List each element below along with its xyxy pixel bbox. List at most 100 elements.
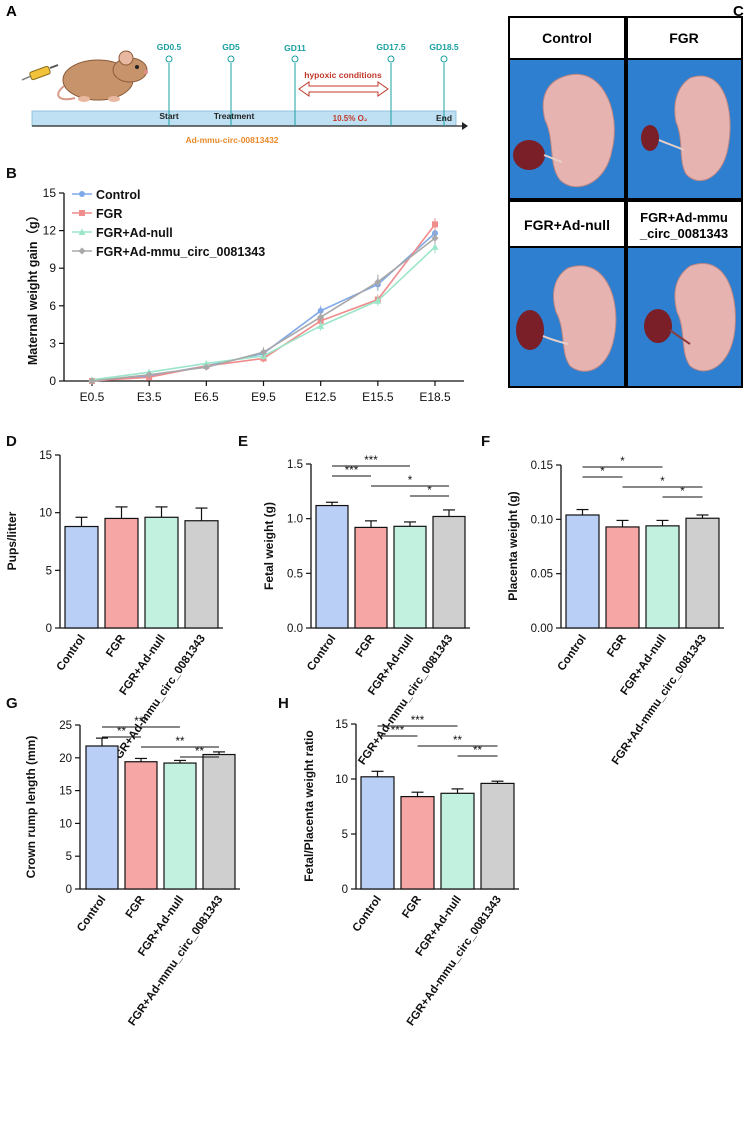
treatment-label: Treatment — [214, 111, 255, 121]
photo-label-box — [628, 18, 741, 58]
bar — [360, 776, 395, 890]
panel-f: F 0.00 0.05 0.10 0.15 Placenta weight (g) Cont… — [481, 433, 724, 767]
data-point — [374, 297, 382, 304]
category-label: FGR — [354, 632, 378, 659]
panel-letter: H — [278, 695, 289, 712]
legend-marker — [78, 247, 86, 255]
legend-label: FGR+Ad-mmu_circ_0081343 — [96, 245, 265, 259]
y-tick-label: 15 — [43, 186, 57, 200]
bar — [184, 520, 219, 629]
photo-label-line: FGR+Ad-mmu — [640, 210, 728, 225]
hypoxic-label: hypoxic conditions — [304, 70, 382, 80]
significance-label: ** — [117, 726, 126, 738]
significance-label: ** — [176, 736, 185, 748]
fetus-image — [513, 73, 615, 188]
panel-b: B 0 3 6 9 12 15 E0.5 E3.5 E6.5 E9.5 E12.5 E15.5 E18.5… — [6, 165, 464, 404]
bar — [202, 753, 236, 890]
photo-label-box — [510, 18, 624, 58]
data-point — [260, 348, 267, 356]
legend-marker — [78, 228, 86, 235]
legend-label: FGR+Ad-null — [96, 226, 173, 240]
y-axis-label: Crown rump length (mm) — [24, 736, 38, 879]
significance-label: ** — [195, 746, 204, 758]
significance-label: *** — [345, 465, 359, 477]
significance-label: * — [680, 486, 685, 498]
panel-c-letter: C — [733, 3, 744, 20]
significance-label: ** — [473, 745, 482, 757]
bar — [565, 514, 600, 629]
x-tick-label: E0.5 — [80, 390, 105, 404]
y-tick-label: 5 — [66, 851, 72, 863]
timeline-arrow-icon — [462, 122, 468, 130]
category-label: FGR — [104, 632, 128, 659]
photo-label-box — [510, 202, 624, 246]
gd-label: GD17.5 — [376, 42, 406, 52]
category-label: Control — [55, 633, 88, 673]
bar — [432, 515, 466, 629]
fetus-image — [516, 265, 617, 372]
data-point — [145, 371, 153, 379]
bar — [685, 517, 720, 629]
bar — [605, 526, 640, 629]
legend-marker — [79, 210, 85, 216]
y-tick-label: 5 — [46, 565, 52, 577]
adv-label: Ad-mmu-circ-00813432 — [185, 135, 278, 145]
category-label: FGR — [124, 893, 148, 920]
y-tick-label: 0 — [49, 374, 56, 388]
y-axis-label: Maternal weight gain（g） — [25, 209, 40, 365]
bar — [315, 504, 349, 629]
significance-label: *** — [364, 455, 378, 467]
significance-label: *** — [411, 715, 425, 727]
significance-label: * — [408, 475, 413, 487]
bar — [480, 782, 515, 890]
significance-label: *** — [134, 716, 148, 728]
data-point — [431, 243, 439, 250]
category-label: Control — [351, 894, 384, 934]
start-label: Start — [159, 111, 179, 121]
gd-marker: GD17.5 — [376, 42, 406, 126]
y-axis-label: Placenta weight (g) — [506, 491, 520, 600]
end-label: End — [436, 113, 452, 123]
y-tick-label: 0.15 — [531, 460, 553, 472]
y-tick-label: 10 — [59, 818, 72, 830]
photo-label-line: _circ_0081343 — [639, 226, 728, 241]
x-tick-label: E9.5 — [251, 390, 276, 404]
category-label: FGR — [400, 893, 424, 920]
y-tick-label: 3 — [49, 336, 56, 350]
y-tick-label: 10 — [39, 508, 52, 520]
panel-letter: F — [481, 433, 490, 450]
bar — [645, 525, 680, 629]
fetus-image — [644, 263, 736, 372]
gd-label: GD0.5 — [157, 42, 182, 52]
legend-label: FGR — [96, 207, 122, 221]
y-tick-label: 1.5 — [287, 459, 303, 471]
y-tick-label: 0.00 — [531, 623, 553, 635]
bar — [144, 516, 179, 629]
y-tick-label: 5 — [342, 829, 348, 841]
y-tick-label: 12 — [43, 224, 57, 238]
y-tick-label: 10 — [335, 774, 348, 786]
category-label: FGR — [605, 632, 629, 659]
bar — [85, 745, 119, 890]
x-tick-label: E15.5 — [362, 390, 394, 404]
y-tick-label: 6 — [49, 299, 56, 313]
data-point — [431, 234, 439, 242]
y-axis-label: Pups/litter — [5, 511, 19, 570]
y-tick-label: 1.0 — [287, 514, 303, 526]
panel-letter: D — [6, 433, 17, 450]
significance-label: * — [427, 485, 432, 497]
bar — [440, 792, 475, 890]
y-axis-label: Fetal weight (g) — [262, 502, 276, 590]
panel-a: A — [6, 3, 468, 145]
data-point — [317, 322, 325, 329]
bar — [104, 517, 139, 629]
bar — [400, 795, 435, 890]
photo-label-fgr: FGR — [669, 30, 699, 46]
category-label: Control — [75, 894, 108, 934]
y-tick-label: 15 — [39, 450, 52, 462]
fetus-image — [641, 75, 731, 182]
data-point — [317, 307, 324, 314]
